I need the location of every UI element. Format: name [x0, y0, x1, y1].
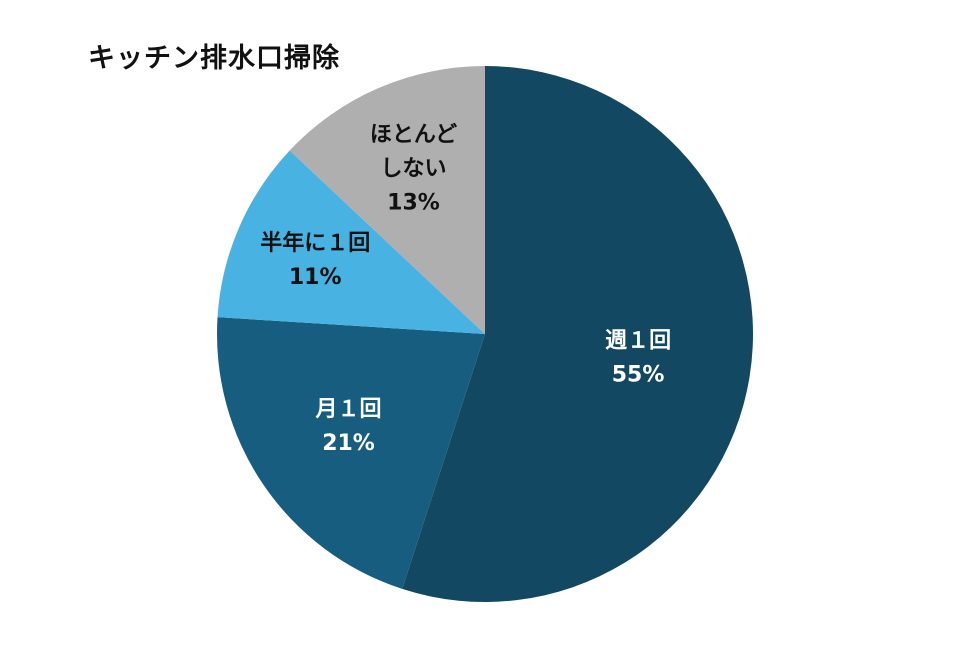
pie-slice-monthly	[216, 317, 485, 589]
pie-slices	[216, 66, 754, 602]
pie-slice-rarely	[289, 66, 485, 334]
slice-category-monthly: 月１回	[315, 397, 382, 422]
slice-value-monthly: 21%	[322, 431, 375, 456]
slice-category-half-year: 半年に１回	[260, 230, 370, 256]
pie-slice-weekly	[402, 66, 754, 602]
chart-title: キッチン排水口掃除	[88, 43, 340, 74]
slice-value-weekly: 55%	[612, 363, 665, 388]
slice-value-half-year: 11%	[289, 265, 342, 290]
slice-value-rarely: 13%	[387, 190, 440, 215]
slice-category-rarely: ほとんど	[370, 122, 457, 147]
slice-category-rarely: しない	[381, 156, 447, 181]
pie-slice-half-year	[217, 150, 485, 334]
slice-label-half-year: 半年に１回 11%	[260, 230, 370, 290]
slice-category-weekly: 週１回	[605, 329, 671, 354]
